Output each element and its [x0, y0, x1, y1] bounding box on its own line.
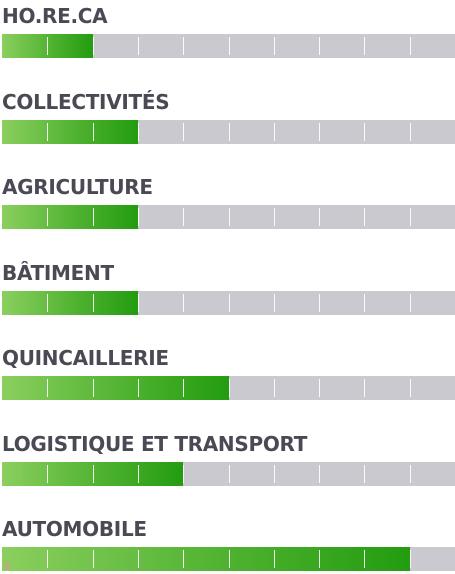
segment-divider [47, 379, 48, 397]
segment-divider [274, 550, 275, 568]
segment-divider [364, 294, 365, 312]
rating-track-batiment [2, 291, 455, 315]
segment-divider [93, 294, 94, 312]
segment-divider [93, 37, 94, 55]
segment-divider [319, 294, 320, 312]
rating-fill-logistique-et-transport [2, 462, 183, 486]
segment-divider [410, 294, 411, 312]
segment-divider [183, 123, 184, 141]
segment-divider [364, 123, 365, 141]
segment-divider [47, 208, 48, 226]
segment-divider [138, 550, 139, 568]
segment-divider [410, 379, 411, 397]
segment-divider [183, 550, 184, 568]
segment-divider [93, 550, 94, 568]
rating-fill-quincaillerie [2, 376, 229, 400]
category-label-batiment: BÂTIMENT [2, 261, 114, 285]
segment-divider [183, 37, 184, 55]
segment-divider [274, 123, 275, 141]
segment-divider [138, 123, 139, 141]
segment-divider [410, 123, 411, 141]
segment-divider [319, 123, 320, 141]
segment-divider [229, 123, 230, 141]
segment-divider [274, 294, 275, 312]
segment-divider [410, 37, 411, 55]
segment-divider [229, 465, 230, 483]
segment-divider [138, 294, 139, 312]
segment-divider [319, 465, 320, 483]
segment-divider [138, 379, 139, 397]
rating-track-agriculture [2, 205, 455, 229]
rating-track-ho-re-ca [2, 34, 455, 58]
segment-divider [183, 294, 184, 312]
category-label-collectivites: COLLECTIVITÉS [2, 90, 170, 114]
category-label-ho-re-ca: HO.RE.CA [2, 4, 108, 28]
rating-fill-collectivites [2, 120, 138, 144]
segment-divider [319, 379, 320, 397]
segment-divider [274, 37, 275, 55]
category-label-automobile: AUTOMOBILE [2, 517, 147, 541]
segment-divider [364, 550, 365, 568]
segment-divider [93, 208, 94, 226]
segment-divider [47, 123, 48, 141]
rating-track-quincaillerie [2, 376, 455, 400]
rating-track-collectivites [2, 120, 455, 144]
segment-divider [183, 379, 184, 397]
segment-divider [364, 465, 365, 483]
segment-divider [410, 550, 411, 568]
segment-divider [47, 37, 48, 55]
segment-divider [410, 208, 411, 226]
rating-fill-batiment [2, 291, 138, 315]
segment-divider [183, 465, 184, 483]
rating-track-automobile [2, 547, 455, 571]
category-label-logistique-et-transport: LOGISTIQUE ET TRANSPORT [2, 432, 308, 456]
segment-divider [229, 550, 230, 568]
segment-divider [319, 208, 320, 226]
segment-divider [183, 208, 184, 226]
segment-divider [93, 379, 94, 397]
segment-divider [93, 465, 94, 483]
segment-divider [47, 465, 48, 483]
segment-divider [138, 37, 139, 55]
rating-track-logistique-et-transport [2, 462, 455, 486]
segment-divider [319, 37, 320, 55]
segment-divider [93, 123, 94, 141]
rating-fill-agriculture [2, 205, 138, 229]
segment-divider [229, 379, 230, 397]
segment-divider [138, 208, 139, 226]
segment-divider [274, 465, 275, 483]
small-marker-icon [5, 562, 10, 570]
segment-divider [47, 294, 48, 312]
segment-divider [319, 550, 320, 568]
segment-divider [47, 550, 48, 568]
segment-divider [274, 208, 275, 226]
segment-divider [229, 294, 230, 312]
category-label-agriculture: AGRICULTURE [2, 175, 153, 199]
segment-divider [274, 379, 275, 397]
segment-divider [364, 37, 365, 55]
rating-fill-automobile [2, 547, 410, 571]
segment-divider [229, 208, 230, 226]
segment-divider [229, 37, 230, 55]
category-label-quincaillerie: QUINCAILLERIE [2, 346, 169, 370]
segment-divider [410, 465, 411, 483]
segment-divider [364, 379, 365, 397]
segment-divider [364, 208, 365, 226]
segment-divider [138, 465, 139, 483]
